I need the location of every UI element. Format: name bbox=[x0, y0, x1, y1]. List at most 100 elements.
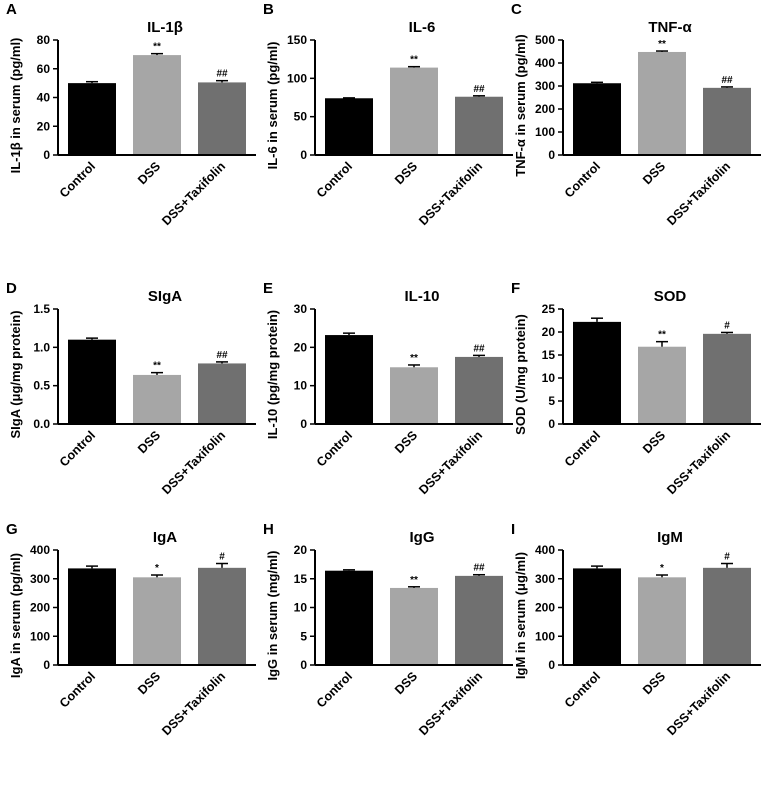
significance-mark: ** bbox=[410, 575, 418, 586]
y-tick-label: 0 bbox=[300, 658, 307, 672]
x-tick-label: DSS bbox=[135, 669, 163, 697]
significance-mark: ** bbox=[410, 353, 418, 364]
y-tick-label: 20 bbox=[542, 325, 556, 339]
x-tick-label: DSS bbox=[640, 428, 668, 456]
y-tick-label: 60 bbox=[37, 62, 51, 76]
y-tick-label: 100 bbox=[287, 71, 307, 85]
chart-title: IgM bbox=[657, 529, 683, 546]
bar-dss bbox=[133, 374, 181, 424]
bar-dss-taxifolin bbox=[198, 363, 246, 424]
significance-mark: ** bbox=[153, 42, 161, 53]
x-tick-label: DSS+Taxifolin bbox=[416, 669, 485, 738]
y-tick-label: 5 bbox=[300, 629, 307, 643]
y-axis-label: IL-10 (pg/mg protein) bbox=[265, 310, 280, 439]
y-tick-label: 100 bbox=[535, 125, 555, 139]
bar-dss-taxifolin bbox=[703, 567, 751, 665]
bar-dss bbox=[638, 51, 686, 155]
x-tick-label: Control bbox=[57, 159, 98, 200]
chart-panel-h: H IgG IgG in serum (mg/ml) Control ** DSS ## DS… bbox=[263, 521, 513, 738]
x-tick-label: Control bbox=[562, 428, 603, 469]
bar-dss-taxifolin bbox=[455, 575, 503, 665]
bar-dss bbox=[390, 67, 438, 155]
bar-dss-taxifolin bbox=[703, 87, 751, 155]
x-tick-label: DSS+Taxifolin bbox=[159, 428, 228, 497]
y-axis-label: SIgA (μg/mg protein) bbox=[8, 310, 23, 438]
y-tick-label: 200 bbox=[535, 102, 555, 116]
x-tick-label: Control bbox=[314, 159, 355, 200]
chart-title: IgA bbox=[153, 529, 177, 546]
y-tick-label: 400 bbox=[535, 543, 555, 557]
significance-mark: ## bbox=[216, 69, 228, 80]
x-tick-label: Control bbox=[314, 428, 355, 469]
chart-title: IL-6 bbox=[409, 19, 436, 36]
y-tick-label: 0 bbox=[300, 148, 307, 162]
y-tick-label: 300 bbox=[535, 79, 555, 93]
panel-letter: D bbox=[6, 280, 17, 297]
bar-dss bbox=[638, 346, 686, 424]
y-tick-label: 1.5 bbox=[33, 302, 50, 316]
y-axis-label: TNF-α in serum (pg/ml) bbox=[513, 34, 528, 176]
y-tick-label: 400 bbox=[30, 543, 50, 557]
chart-panel-c: C TNF-α TNF-α in serum (pg/ml) Control ** DSS… bbox=[511, 1, 761, 228]
bar-control bbox=[573, 568, 621, 665]
significance-mark: ** bbox=[410, 55, 418, 66]
x-tick-label: DSS+Taxifolin bbox=[159, 669, 228, 738]
significance-mark: ** bbox=[153, 361, 161, 372]
significance-mark: ** bbox=[658, 39, 666, 50]
y-tick-label: 200 bbox=[30, 601, 50, 615]
significance-mark: # bbox=[724, 320, 730, 331]
chart-title: SOD bbox=[654, 288, 687, 305]
panel-letter: H bbox=[263, 521, 274, 538]
x-tick-label: DSS bbox=[135, 428, 163, 456]
significance-mark: ## bbox=[216, 350, 228, 361]
y-tick-label: 400 bbox=[535, 56, 555, 70]
chart-panel-g: G IgA IgA in serum (pg/ml) Control * DSS # DSS+… bbox=[6, 521, 256, 738]
bar-control bbox=[325, 98, 373, 155]
bar-control bbox=[68, 568, 116, 665]
significance-mark: # bbox=[724, 552, 730, 563]
bar-control bbox=[573, 321, 621, 424]
chart-title: SIgA bbox=[148, 288, 182, 305]
bar-dss bbox=[638, 577, 686, 665]
panel-letter: I bbox=[511, 521, 515, 538]
chart-title: IL-10 bbox=[404, 288, 439, 305]
bar-dss-taxifolin bbox=[198, 82, 246, 155]
y-tick-label: 40 bbox=[37, 91, 51, 105]
y-tick-label: 0 bbox=[548, 148, 555, 162]
y-tick-label: 0.0 bbox=[33, 417, 50, 431]
bar-control bbox=[68, 339, 116, 424]
y-axis-label: SOD (U/mg protein) bbox=[513, 314, 528, 435]
y-tick-label: 10 bbox=[294, 601, 308, 615]
significance-mark: * bbox=[660, 563, 664, 574]
y-tick-label: 100 bbox=[535, 629, 555, 643]
panel-letter: F bbox=[511, 280, 520, 297]
bar-dss-taxifolin bbox=[703, 333, 751, 424]
x-tick-label: DSS+Taxifolin bbox=[416, 428, 485, 497]
bar-dss bbox=[133, 577, 181, 665]
bar-dss bbox=[133, 55, 181, 155]
y-tick-label: 20 bbox=[294, 340, 308, 354]
y-tick-label: 15 bbox=[542, 348, 556, 362]
y-tick-label: 5 bbox=[548, 394, 555, 408]
y-tick-label: 80 bbox=[37, 33, 51, 47]
chart-panel-b: B IL-6 IL-6 in serum (pg/ml) Control ** DSS ##… bbox=[263, 1, 513, 228]
bar-dss-taxifolin bbox=[455, 96, 503, 155]
x-tick-label: DSS+Taxifolin bbox=[664, 428, 733, 497]
x-tick-label: DSS bbox=[135, 159, 163, 187]
chart-panel-i: I IgM IgM in serum (μg/ml) Control * DSS # DSS+… bbox=[511, 521, 761, 738]
y-axis-label: IgA in serum (pg/ml) bbox=[8, 553, 23, 678]
y-tick-label: 500 bbox=[535, 33, 555, 47]
significance-mark: ## bbox=[473, 343, 485, 354]
y-tick-label: 25 bbox=[542, 302, 556, 316]
x-tick-label: Control bbox=[314, 669, 355, 710]
y-tick-label: 0 bbox=[548, 417, 555, 431]
panel-letter: A bbox=[6, 1, 17, 18]
x-tick-label: DSS bbox=[392, 159, 420, 187]
y-tick-label: 0 bbox=[548, 658, 555, 672]
chart-panel-e: E IL-10 IL-10 (pg/mg protein) Control ** DSS #… bbox=[263, 280, 513, 497]
y-tick-label: 30 bbox=[294, 302, 308, 316]
y-tick-label: 15 bbox=[294, 572, 308, 586]
panel-letter: E bbox=[263, 280, 273, 297]
y-tick-label: 200 bbox=[535, 601, 555, 615]
